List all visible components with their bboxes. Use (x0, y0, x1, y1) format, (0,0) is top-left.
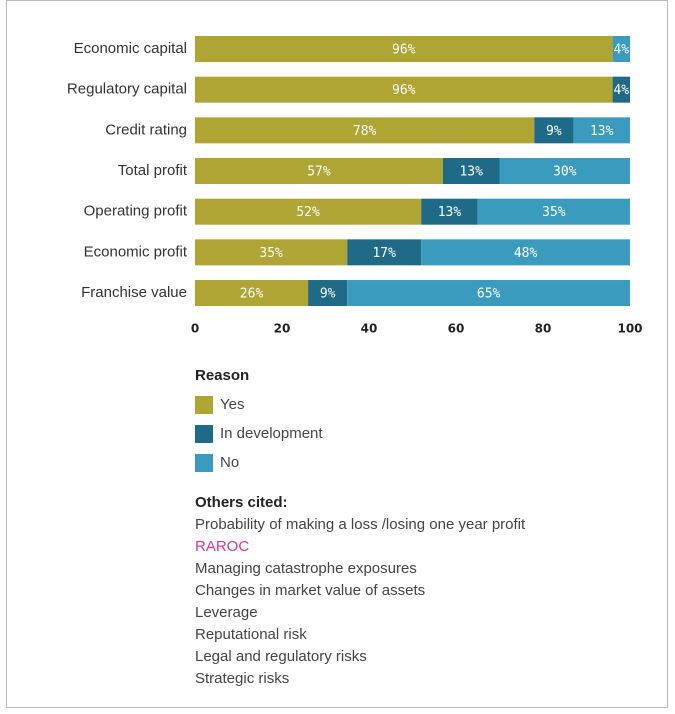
note-item: Reputational risk (195, 626, 307, 643)
value-label: 26% (240, 287, 264, 302)
note-item: Managing catastrophe exposures (195, 560, 417, 577)
legend-swatch (195, 454, 213, 472)
value-label: 57% (307, 165, 331, 180)
legend-label: No (220, 454, 239, 471)
bar-segment (442, 158, 500, 185)
bar-segment (612, 36, 630, 62)
value-label: 30% (553, 165, 577, 180)
value-label: 17% (372, 246, 396, 261)
frame (6, 0, 668, 708)
legend-title: Reason (195, 367, 249, 384)
category-label: Regulatory capital (67, 81, 187, 98)
value-label: 35% (259, 246, 283, 261)
bar-segment (477, 198, 630, 225)
value-label: 4% (613, 43, 629, 58)
bar-segment (499, 158, 630, 185)
bar-segment (573, 117, 630, 144)
category-label: Credit rating (105, 121, 187, 138)
bar-segment (195, 239, 348, 266)
value-label: 13% (590, 124, 614, 139)
value-label: 35% (542, 205, 566, 220)
x-tick-label: 40 (361, 322, 378, 336)
value-label: 48% (514, 246, 538, 261)
legend-swatch (195, 396, 213, 414)
legend-label: Yes (220, 396, 244, 413)
value-label: 9% (546, 124, 562, 139)
legend-label: In development (220, 425, 323, 442)
bar-segment (421, 239, 630, 266)
category-label: Economic capital (74, 40, 187, 57)
value-label: 52% (296, 205, 320, 220)
bar-segment (195, 280, 309, 307)
bar-segment (347, 239, 422, 266)
legend-swatch (195, 425, 213, 443)
note-item: Legal and regulatory risks (195, 648, 367, 665)
note-item: Probability of making a loss /losing one… (195, 516, 526, 533)
value-label: 78% (353, 124, 377, 139)
category-label: Operating profit (84, 203, 188, 220)
category-label: Total profit (118, 162, 188, 179)
bar-segment (421, 198, 478, 225)
note-item: Changes in market value of assets (195, 582, 425, 599)
category-label: Franchise value (81, 284, 187, 301)
x-tick-label: 0 (191, 322, 199, 336)
value-label: 13% (438, 205, 462, 220)
bar-segment (195, 36, 613, 62)
bar-segment (534, 117, 574, 144)
bar-segment (195, 158, 443, 185)
value-label: 96% (392, 83, 416, 98)
bar-segment (195, 76, 613, 103)
bar-segment (612, 76, 630, 103)
bar-segment (195, 117, 535, 144)
note-item: Strategic risks (195, 670, 289, 687)
bar-segment (308, 280, 348, 307)
bar-segment (347, 280, 630, 307)
value-label: 65% (477, 287, 501, 302)
value-label: 4% (613, 83, 629, 98)
note-item: RAROC (195, 538, 249, 555)
notes-title: Others cited: (195, 494, 288, 511)
category-label: Economic profit (84, 243, 188, 260)
value-label: 13% (459, 165, 483, 180)
x-tick-label: 80 (535, 322, 552, 336)
x-tick-label: 100 (617, 322, 642, 336)
bar-segment (195, 198, 422, 225)
value-label: 96% (392, 43, 416, 58)
value-label: 9% (320, 287, 336, 302)
x-tick-label: 60 (448, 322, 465, 336)
note-item: Leverage (195, 604, 258, 621)
x-tick-label: 20 (274, 322, 291, 336)
